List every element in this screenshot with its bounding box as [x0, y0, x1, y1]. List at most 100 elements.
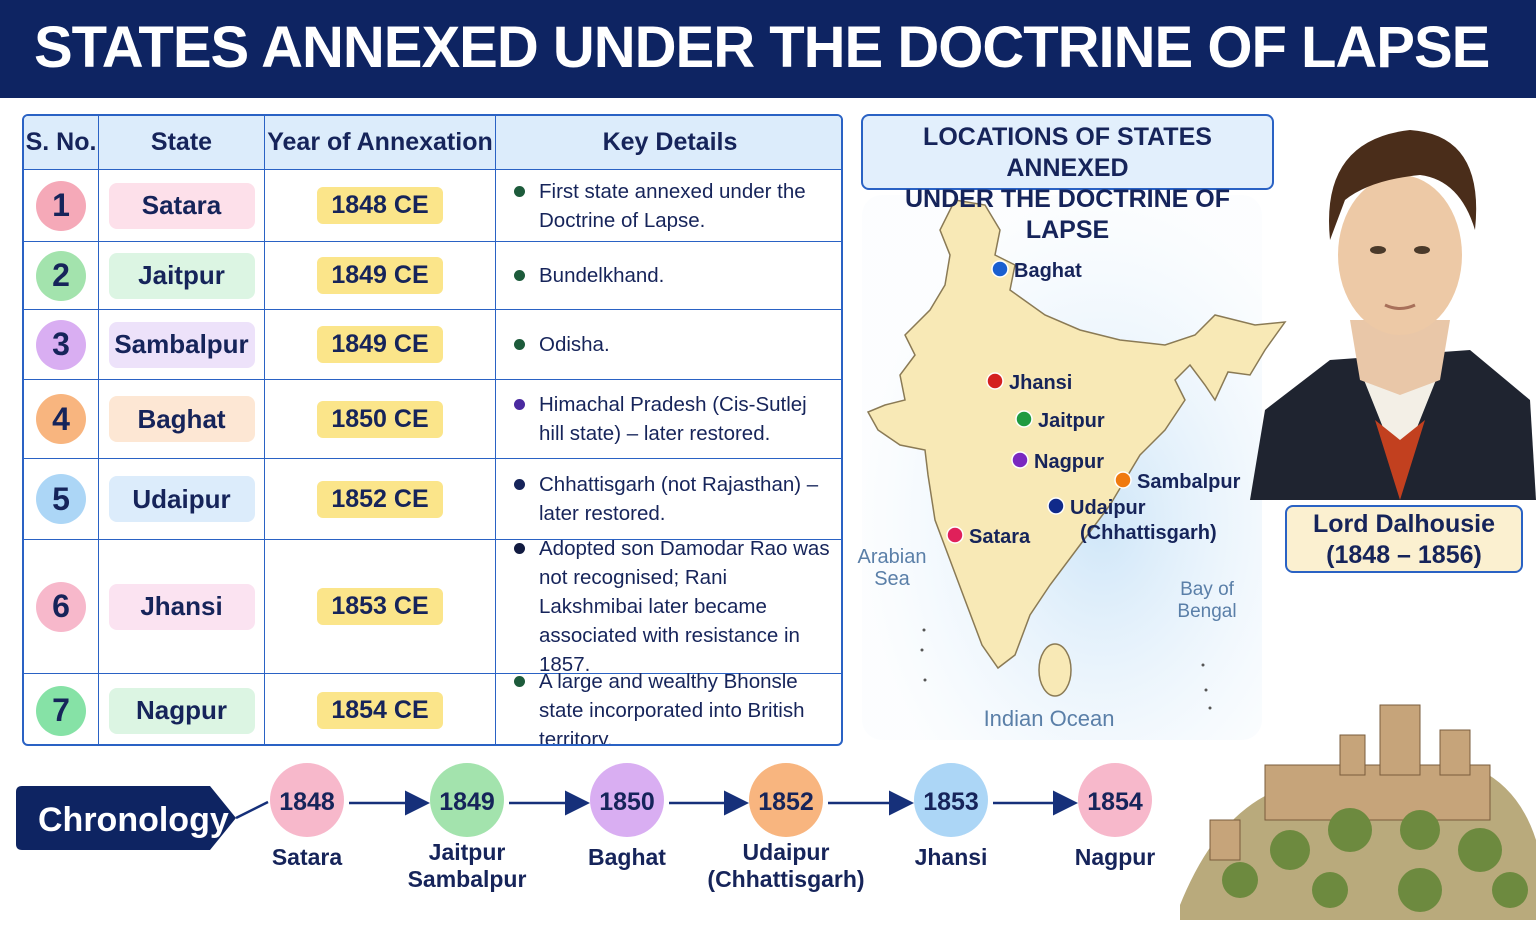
- annexation-year: 1849 CE: [317, 257, 443, 294]
- map-label: Udaipur: [1070, 497, 1146, 519]
- detail-item: Himachal Pradesh (Cis-Sutlej hill state)…: [514, 390, 836, 448]
- table-cell: 3: [24, 310, 99, 380]
- detail-text: Chhattisgarh (not Rajasthan) – later res…: [539, 473, 819, 525]
- timeline-state: Satara: [272, 844, 343, 870]
- bullet: [514, 543, 525, 554]
- annexation-year: 1852 CE: [317, 480, 443, 518]
- sea-label: Arabian: [858, 546, 927, 568]
- serial-number: 5: [36, 474, 86, 524]
- serial-number: 1: [36, 180, 86, 231]
- map-marker: [1114, 471, 1132, 489]
- bullet: [514, 270, 525, 281]
- header-cell: Year of Annexation: [265, 116, 496, 170]
- sea-label: Sea: [874, 568, 910, 590]
- map-marker: [986, 372, 1004, 390]
- timeline-state: Nagpur: [1075, 844, 1156, 870]
- fort-illustration: [1180, 704, 1536, 920]
- detail-item: Adopted son Damodar Rao was not recognis…: [514, 534, 836, 679]
- serial-number: 2: [36, 250, 86, 301]
- detail-text: Himachal Pradesh (Cis-Sutlej hill state)…: [539, 393, 807, 445]
- serial-number: 6: [36, 581, 86, 632]
- annexation-year: 1848 CE: [317, 187, 443, 224]
- timeline-year: 1852: [758, 788, 814, 816]
- chronology-badge: [16, 786, 236, 850]
- state-name: Baghat: [108, 396, 255, 442]
- header-text: Key Details: [602, 128, 738, 156]
- map-marker: [1015, 410, 1033, 428]
- header-cell: S. No.: [24, 116, 99, 170]
- table-cell: A large and wealthy Bhonsle state incorp…: [496, 670, 841, 744]
- table-cell: 1849 CE: [265, 242, 496, 310]
- map-label: Jhansi: [1009, 372, 1072, 394]
- timeline-state: (Chhattisgarh): [707, 866, 864, 892]
- map-label: Sambalpur: [1137, 471, 1241, 493]
- timeline-year: 1848: [279, 788, 335, 816]
- bullet: [514, 339, 525, 350]
- header-cell: Key Details: [496, 116, 841, 170]
- map-marker: [1047, 497, 1065, 515]
- map-marker: [991, 260, 1009, 278]
- timeline-node: [749, 763, 823, 837]
- annexation-year: 1849 CE: [317, 326, 443, 363]
- portrait: [1250, 130, 1536, 500]
- table-cell: 6: [24, 540, 99, 674]
- annexation-year: 1850 CE: [317, 400, 443, 438]
- annexation-table: S. No. State Year of Annexation Key Details…: [22, 114, 843, 746]
- timeline-year: 1853: [923, 788, 979, 816]
- portrait-years: (1848 – 1856): [1326, 541, 1482, 569]
- timeline-state: Jhansi: [915, 844, 988, 870]
- serial-number: 4: [36, 394, 86, 444]
- table-cell: Baghat: [99, 380, 265, 459]
- header: STATES ANNEXED UNDER THE DOCTRINE OF LAP…: [0, 0, 1536, 98]
- table-cell: Jaitpur: [99, 242, 265, 310]
- india-outline: [866, 199, 1287, 670]
- timeline-year: 1849: [439, 788, 495, 816]
- timeline-arrow: [235, 800, 269, 820]
- sea-label: Bay of: [1180, 579, 1235, 600]
- table-cell: 1850 CE: [265, 380, 496, 459]
- table-cell: 2: [24, 242, 99, 310]
- table-cell: 1848 CE: [265, 170, 496, 242]
- map-title-line: LOCATIONS OF STATES ANNEXED: [923, 123, 1212, 182]
- header-text: State: [150, 128, 213, 156]
- state-name: Udaipur: [108, 476, 255, 522]
- header-cell: State: [99, 116, 265, 170]
- timeline-node: [1078, 763, 1152, 837]
- annexation-year: 1854 CE: [317, 692, 443, 729]
- sea-label: Bengal: [1177, 601, 1236, 622]
- table-cell: 1852 CE: [265, 459, 496, 540]
- detail-text: A large and wealthy Bhonsle state incorp…: [539, 670, 805, 746]
- map-label: Nagpur: [1034, 451, 1104, 473]
- table-cell: 1854 CE: [265, 674, 496, 744]
- timeline-node: [430, 763, 504, 837]
- state-name: Jaitpur: [108, 252, 255, 299]
- table-cell: Bundelkhand.: [496, 242, 841, 310]
- table-cell: Satara: [99, 170, 265, 242]
- table-cell: Himachal Pradesh (Cis-Sutlej hill state)…: [496, 380, 841, 459]
- annexation-year: 1853 CE: [317, 588, 443, 625]
- table-cell: Odisha.: [496, 310, 841, 380]
- portrait-name: Lord Dalhousie: [1313, 510, 1495, 538]
- header-text: Year of Annexation: [267, 128, 493, 156]
- islands: [920, 628, 1212, 710]
- timeline-state: Jaitpur: [429, 839, 506, 865]
- bullet: [514, 399, 525, 410]
- detail-text: Bundelkhand.: [539, 264, 665, 287]
- map-title-line: UNDER THE DOCTRINE OF LAPSE: [905, 185, 1230, 244]
- title: STATES ANNEXED UNDER THE DOCTRINE OF LAP…: [34, 15, 1490, 80]
- detail-text: First state annexed under the Doctrine o…: [539, 179, 806, 232]
- serial-number: 3: [36, 319, 86, 370]
- state-name: Sambalpur: [108, 321, 255, 368]
- serial-number: 7: [36, 685, 86, 736]
- timeline-node: [590, 763, 664, 837]
- detail-text: Adopted son Damodar Rao was not recognis…: [539, 537, 830, 676]
- map-marker: [1011, 451, 1029, 469]
- table-cell: 4: [24, 380, 99, 459]
- sri-lanka: [1038, 643, 1072, 697]
- detail-item: Odisha.: [514, 330, 610, 359]
- timeline-year: 1854: [1087, 788, 1143, 816]
- table-cell: 1849 CE: [265, 310, 496, 380]
- bullet: [514, 479, 525, 490]
- timeline-state: Sambalpur: [408, 866, 527, 892]
